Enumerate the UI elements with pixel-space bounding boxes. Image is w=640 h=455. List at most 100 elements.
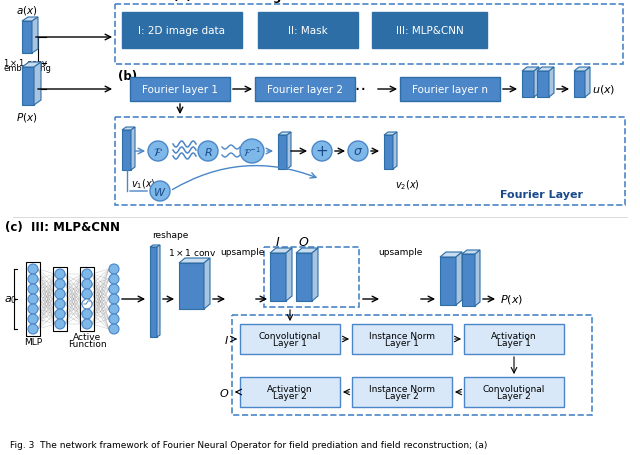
Text: Layer 2: Layer 2 bbox=[497, 391, 531, 400]
Text: $a_0$: $a_0$ bbox=[4, 293, 17, 305]
Text: Active: Active bbox=[73, 332, 101, 341]
Circle shape bbox=[28, 314, 38, 324]
Polygon shape bbox=[522, 72, 534, 98]
Polygon shape bbox=[296, 253, 312, 301]
Text: upsample: upsample bbox=[220, 248, 264, 257]
Polygon shape bbox=[534, 68, 539, 98]
Polygon shape bbox=[549, 68, 554, 98]
Polygon shape bbox=[456, 253, 462, 305]
Circle shape bbox=[55, 299, 65, 309]
Polygon shape bbox=[462, 254, 475, 306]
Text: Embdedding: Embdedding bbox=[200, 0, 282, 3]
Circle shape bbox=[82, 289, 92, 299]
Text: $1\times1$ conv: $1\times1$ conv bbox=[168, 247, 216, 258]
Text: (c)  III: MLP&CNN: (c) III: MLP&CNN bbox=[5, 221, 120, 233]
Text: Convolutional: Convolutional bbox=[259, 331, 321, 340]
Circle shape bbox=[28, 304, 38, 314]
Circle shape bbox=[109, 294, 119, 304]
Text: $\mathcal{F}^{-1}$: $\mathcal{F}^{-1}$ bbox=[243, 145, 261, 158]
Polygon shape bbox=[22, 63, 41, 68]
Text: I: 2D image data: I: 2D image data bbox=[138, 26, 225, 36]
Polygon shape bbox=[22, 68, 34, 106]
Text: reshape: reshape bbox=[152, 231, 188, 239]
Polygon shape bbox=[179, 258, 210, 263]
Text: Convolutional: Convolutional bbox=[483, 384, 545, 393]
Text: (a): (a) bbox=[173, 0, 200, 3]
Circle shape bbox=[28, 294, 38, 304]
Text: $a(x)$: $a(x)$ bbox=[16, 4, 38, 17]
Circle shape bbox=[82, 299, 92, 309]
Circle shape bbox=[55, 269, 65, 279]
Text: III: MLP&CNN: III: MLP&CNN bbox=[396, 26, 463, 36]
Polygon shape bbox=[440, 258, 456, 305]
Text: Activation: Activation bbox=[491, 331, 537, 340]
Text: $P(x)$: $P(x)$ bbox=[500, 293, 523, 306]
Polygon shape bbox=[122, 131, 131, 171]
Circle shape bbox=[312, 142, 332, 162]
Text: upsample: upsample bbox=[378, 248, 422, 257]
Text: Instance Norm: Instance Norm bbox=[369, 331, 435, 340]
Circle shape bbox=[55, 279, 65, 289]
Polygon shape bbox=[32, 18, 38, 54]
Text: Fourier layer 2: Fourier layer 2 bbox=[267, 85, 343, 95]
Circle shape bbox=[148, 142, 168, 162]
Circle shape bbox=[55, 289, 65, 299]
Text: $P(x)$: $P(x)$ bbox=[16, 111, 38, 124]
Bar bbox=[130, 78, 230, 102]
Polygon shape bbox=[312, 248, 318, 301]
Polygon shape bbox=[131, 128, 135, 171]
Circle shape bbox=[240, 140, 264, 164]
Polygon shape bbox=[278, 133, 291, 136]
Polygon shape bbox=[22, 22, 32, 54]
Text: (b): (b) bbox=[118, 70, 137, 83]
Bar bbox=[240, 377, 340, 407]
Polygon shape bbox=[537, 72, 549, 98]
Polygon shape bbox=[384, 133, 397, 136]
Circle shape bbox=[109, 324, 119, 334]
Circle shape bbox=[28, 284, 38, 294]
Bar bbox=[115, 5, 623, 65]
Text: Layer 2: Layer 2 bbox=[273, 391, 307, 400]
Text: Layer 1: Layer 1 bbox=[497, 339, 531, 348]
Text: $R$: $R$ bbox=[204, 146, 212, 157]
Circle shape bbox=[150, 182, 170, 202]
Circle shape bbox=[28, 264, 38, 274]
Polygon shape bbox=[204, 258, 210, 309]
Text: II: Mask: II: Mask bbox=[288, 26, 328, 36]
Polygon shape bbox=[462, 250, 480, 254]
Text: Fourier layer n: Fourier layer n bbox=[412, 85, 488, 95]
Text: $u(x)$: $u(x)$ bbox=[592, 83, 616, 96]
Polygon shape bbox=[22, 18, 38, 22]
Polygon shape bbox=[270, 253, 286, 301]
Text: $v_1(x)$: $v_1(x)$ bbox=[131, 177, 156, 190]
Polygon shape bbox=[574, 68, 590, 72]
Text: Fourier Layer: Fourier Layer bbox=[500, 190, 583, 200]
Bar bbox=[464, 324, 564, 354]
Circle shape bbox=[82, 269, 92, 279]
Polygon shape bbox=[157, 245, 160, 337]
Bar bbox=[240, 324, 340, 354]
Text: $O$: $O$ bbox=[298, 236, 310, 248]
Polygon shape bbox=[278, 136, 287, 170]
Circle shape bbox=[348, 142, 368, 162]
Polygon shape bbox=[286, 248, 292, 301]
Circle shape bbox=[82, 279, 92, 289]
Polygon shape bbox=[574, 72, 585, 98]
Text: Function: Function bbox=[68, 339, 106, 348]
Circle shape bbox=[109, 304, 119, 314]
Bar bbox=[464, 377, 564, 407]
Bar bbox=[352, 377, 452, 407]
Bar bbox=[352, 324, 452, 354]
Polygon shape bbox=[384, 136, 393, 170]
Circle shape bbox=[55, 309, 65, 319]
Polygon shape bbox=[179, 263, 204, 309]
Text: Instance Norm: Instance Norm bbox=[369, 384, 435, 393]
Bar bbox=[53, 268, 67, 331]
Bar bbox=[232, 315, 592, 415]
Bar bbox=[264, 248, 359, 307]
Text: $\sigma$: $\sigma$ bbox=[353, 145, 363, 158]
Circle shape bbox=[82, 319, 92, 329]
Circle shape bbox=[109, 264, 119, 274]
Text: Layer 1: Layer 1 bbox=[273, 339, 307, 348]
Bar bbox=[258, 13, 358, 49]
